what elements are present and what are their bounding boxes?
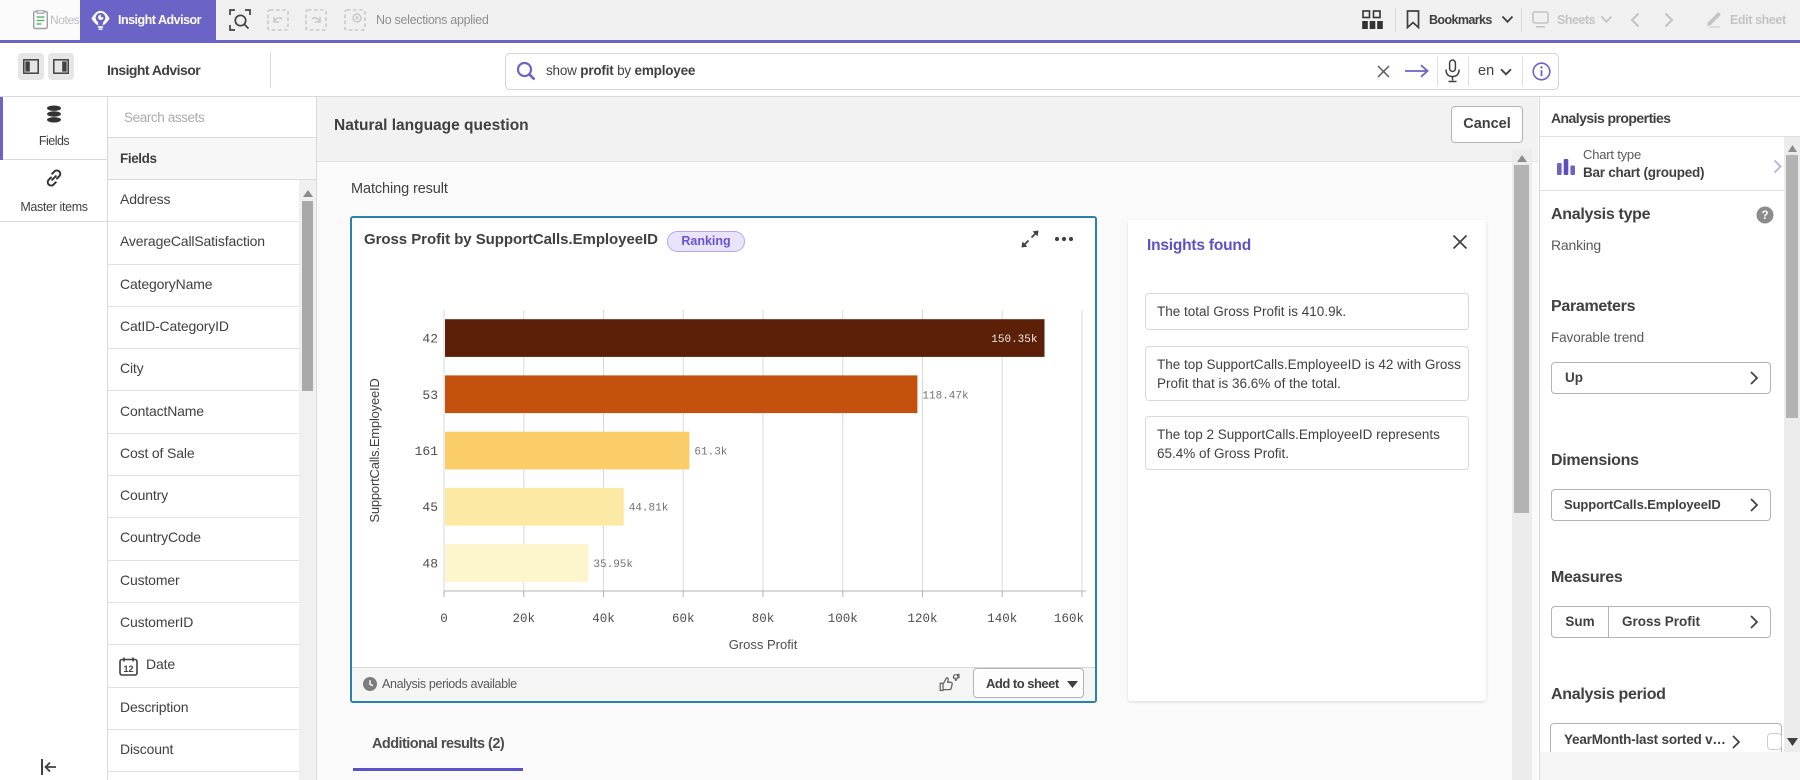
svg-text:20k: 20k bbox=[513, 612, 536, 626]
svg-text:120k: 120k bbox=[907, 612, 937, 626]
svg-text:160k: 160k bbox=[1054, 612, 1084, 626]
svg-text:60k: 60k bbox=[672, 612, 695, 626]
svg-text:45: 45 bbox=[422, 500, 438, 515]
svg-text:Gross Profit: Gross Profit bbox=[729, 637, 798, 652]
svg-text:48: 48 bbox=[422, 556, 438, 571]
svg-text:44.81k: 44.81k bbox=[629, 503, 669, 515]
svg-text:42: 42 bbox=[422, 332, 438, 347]
svg-text:150.35k: 150.35k bbox=[991, 334, 1038, 346]
svg-text:53: 53 bbox=[422, 388, 438, 403]
svg-text:?: ? bbox=[1761, 210, 1768, 222]
svg-text:61.3k: 61.3k bbox=[694, 447, 727, 459]
svg-text:100k: 100k bbox=[828, 612, 858, 626]
svg-text:140k: 140k bbox=[987, 612, 1017, 626]
svg-text:80k: 80k bbox=[752, 612, 775, 626]
svg-text:SupportCalls.EmployeeID: SupportCalls.EmployeeID bbox=[367, 378, 382, 522]
svg-text:12: 12 bbox=[123, 664, 133, 674]
svg-text:35.95k: 35.95k bbox=[593, 559, 633, 571]
svg-text:118.47k: 118.47k bbox=[922, 390, 969, 402]
svg-text:161: 161 bbox=[415, 444, 439, 459]
svg-text:0: 0 bbox=[440, 612, 448, 626]
svg-text:40k: 40k bbox=[592, 612, 615, 626]
